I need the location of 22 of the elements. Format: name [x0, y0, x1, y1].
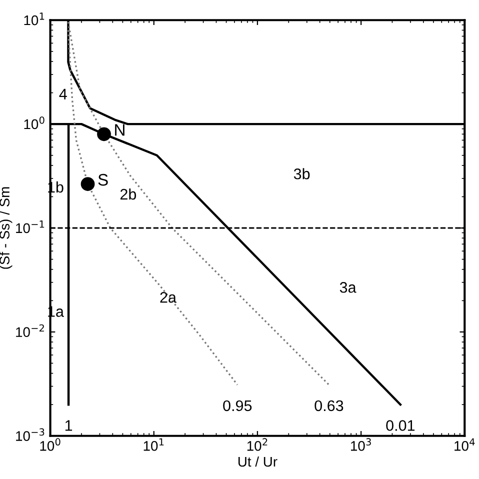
x-tick-label: 10$^{3}$: [350, 438, 371, 451]
y-tick-label: 10$^{1}$: [24, 12, 44, 26]
series-label: 0.63: [314, 400, 344, 412]
x-tick-label: 10$^{0}$: [40, 438, 60, 451]
y-tick-label: 10$^{−3}$: [16, 428, 44, 441]
annotation: 3a: [340, 282, 356, 293]
x-tick-label: 10$^{1}$: [144, 438, 164, 451]
series-label: N: [115, 124, 124, 136]
x-tick-label: 10$^{4}$: [454, 438, 475, 451]
y-tick-label: 10$^{−2}$: [16, 324, 44, 338]
series-label: 1: [65, 420, 72, 431]
annotation: 4: [59, 88, 67, 100]
x-axis-title: Ut / Ur: [238, 456, 278, 467]
y-tick-label: 10$^{0}$: [24, 116, 44, 130]
series-label: 0.01: [386, 420, 415, 431]
series-label: S: [98, 174, 108, 186]
annotation: 2b: [120, 188, 136, 200]
series-label: 0.95: [223, 400, 252, 412]
y-tick-label: 10$^{−1}$: [16, 220, 44, 234]
x-tick-label: 10$^{2}$: [247, 438, 268, 451]
annotation: 2a: [160, 292, 176, 303]
annotation: 3b: [294, 168, 310, 180]
